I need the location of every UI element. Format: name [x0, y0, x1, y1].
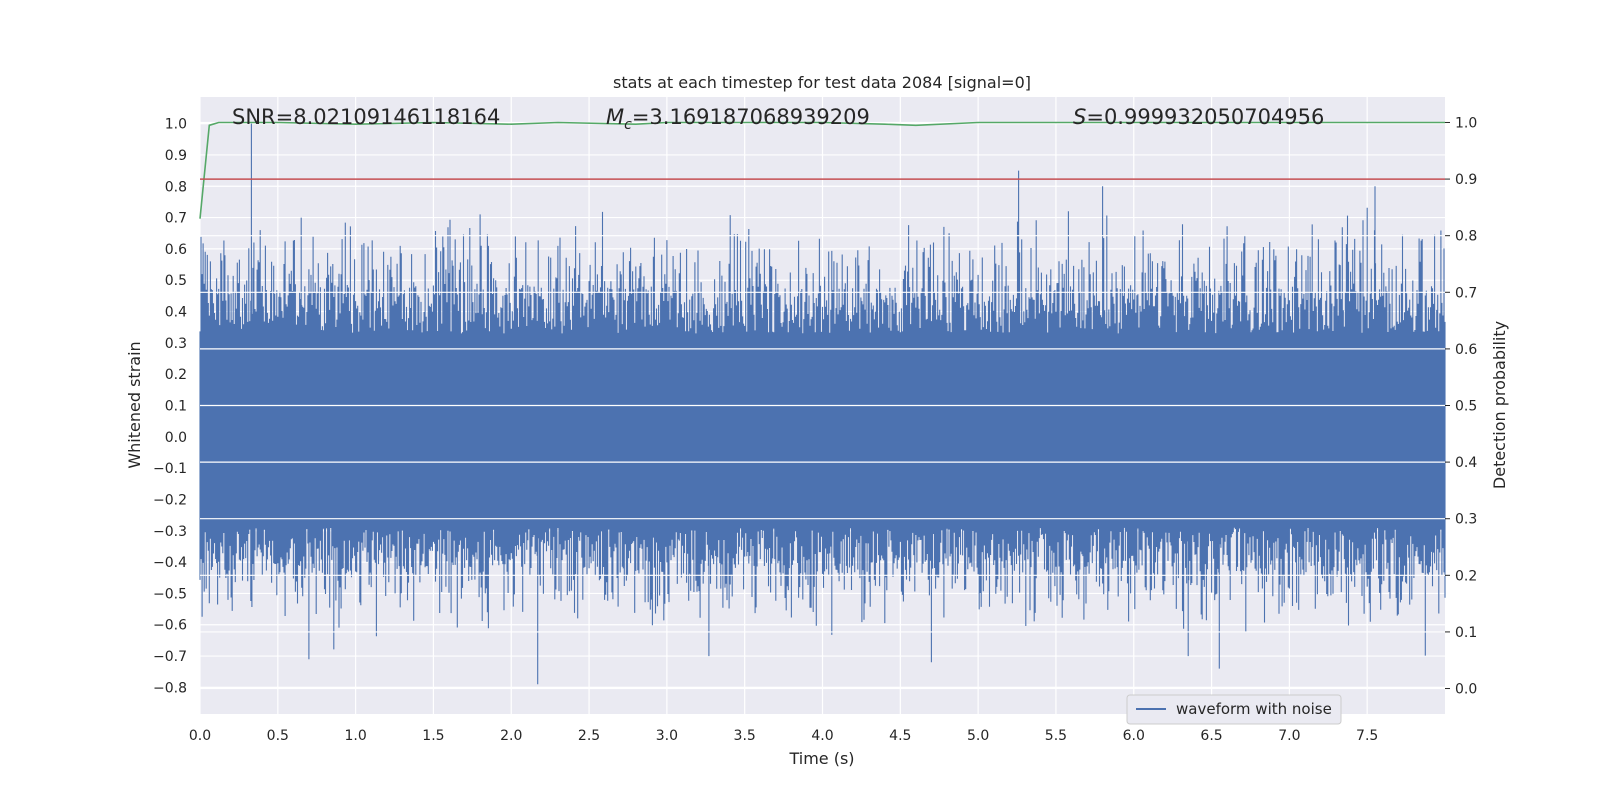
- x-tick-label: 3.0: [656, 728, 678, 744]
- y-tick-label: 0.7: [165, 211, 187, 227]
- y-tick-label: −0.4: [153, 555, 187, 571]
- y-tick-label: −0.7: [153, 649, 187, 665]
- y-tick-label: −0.6: [153, 618, 187, 634]
- y-tick-label: −0.3: [153, 524, 187, 540]
- x-tick-label: 1.5: [422, 728, 444, 744]
- y-tick-label: −0.2: [153, 492, 187, 508]
- x-tick-label: 2.5: [578, 728, 600, 744]
- chirp-mass-subscript: c: [624, 117, 632, 133]
- x-tick-label: 5.0: [967, 728, 989, 744]
- x-tick-label: 1.0: [344, 728, 366, 744]
- score-annotation: S=0.999932050704956: [1073, 105, 1324, 129]
- legend-box: [1126, 694, 1342, 725]
- y-tick-label: 0.1: [165, 399, 187, 415]
- y2-tick-label: 0.2: [1455, 568, 1477, 584]
- score-symbol: S: [1073, 105, 1086, 129]
- y2-tick-label: 0.8: [1455, 229, 1477, 245]
- x-axis-label: Time (s): [788, 749, 854, 768]
- y-tick-label: 0.5: [165, 273, 187, 289]
- x-tick-label: 6.0: [1123, 728, 1145, 744]
- y-axis-label: Whitened strain: [125, 341, 144, 468]
- x-tick-label: 6.5: [1200, 728, 1222, 744]
- legend: waveform with noise: [1126, 694, 1342, 725]
- y2-tick-label: 0.1: [1455, 625, 1477, 641]
- waveform-with-noise-line: [199, 123, 1446, 685]
- y-tick-label: 0.8: [165, 179, 187, 195]
- x-tick-label: 4.5: [889, 728, 911, 744]
- chirp-mass-symbol: M: [606, 105, 624, 129]
- x-tick-label: 7.5: [1356, 728, 1378, 744]
- x-tick-label: 3.5: [734, 728, 756, 744]
- y-tick-label: −0.5: [153, 586, 187, 602]
- y2-tick-label: 0.5: [1455, 399, 1477, 415]
- y-tick-label: 0.3: [165, 336, 187, 352]
- chirp-mass-annotation: Mc=3.169187068939209: [606, 105, 870, 133]
- snr-annotation: SNR=8.02109146118164: [232, 105, 500, 129]
- x-tick-label: 0.0: [189, 728, 211, 744]
- y2-tick-label: 0.6: [1455, 342, 1477, 358]
- y2-tick-label: 0.0: [1455, 682, 1477, 698]
- chart-title: stats at each timestep for test data 208…: [613, 73, 1031, 92]
- y-tick-label: −0.8: [153, 680, 187, 696]
- y2-tick-label: 0.4: [1455, 455, 1477, 471]
- y-tick-label: 0.4: [165, 305, 187, 321]
- x-tick-label: 7.0: [1278, 728, 1300, 744]
- x-tick-label: 4.0: [811, 728, 833, 744]
- score-value: =0.999932050704956: [1086, 105, 1324, 129]
- detection-probability-line: [199, 121, 1445, 219]
- x-tick-label: 0.5: [267, 728, 289, 744]
- y-tick-label: 0.0: [165, 430, 187, 446]
- x-tick-label: 5.5: [1045, 728, 1067, 744]
- x-tick-label: 2.0: [500, 728, 522, 744]
- y-tick-label: 0.9: [165, 148, 187, 164]
- probability-series: [199, 121, 1445, 219]
- y-tick-label: 1.0: [165, 117, 187, 133]
- y-tick-label: −0.1: [153, 461, 187, 477]
- chirp-mass-value: =3.169187068939209: [632, 105, 870, 129]
- y2-tick-label: 1.0: [1455, 115, 1477, 131]
- y2-tick-label: 0.7: [1455, 285, 1477, 301]
- waveform-series: [199, 123, 1446, 685]
- ticks: 0.0 0.5 1.0 1.5 2.0 2.5 3.0 3.5 4.0 4.5 5.0 5.5 6.0 6…: [153, 115, 1477, 744]
- legend-label: waveform with noise: [1176, 700, 1332, 718]
- y2-tick-label: 0.9: [1455, 172, 1477, 188]
- y-tick-label: 0.6: [165, 242, 187, 258]
- y2-axis-label: Detection probability: [1490, 321, 1509, 489]
- y2-tick-label: 0.3: [1455, 512, 1477, 528]
- y-tick-label: 0.2: [165, 367, 187, 383]
